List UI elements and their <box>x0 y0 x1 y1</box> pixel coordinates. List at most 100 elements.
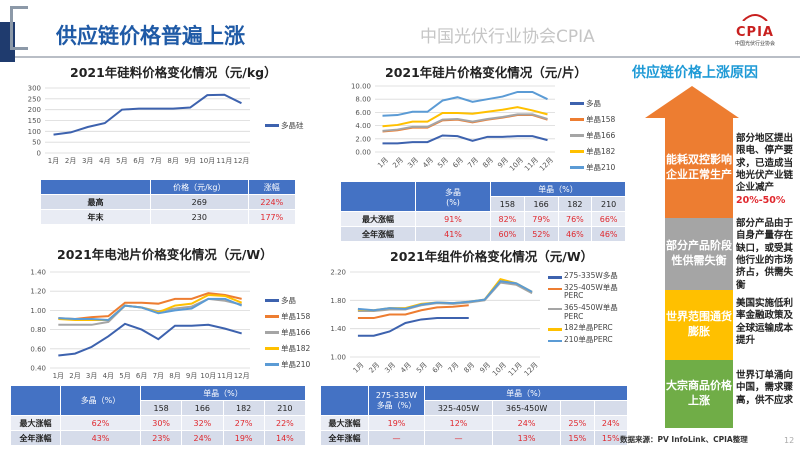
legend-label: 182单晶PERC <box>564 323 613 333</box>
x-tick-label: 6月 <box>136 372 147 380</box>
page-title: 供应链价格普遍上涨 <box>56 24 245 48</box>
reason-desc: 世界订单涌向中国，需求骤高，供不应求 <box>736 370 794 406</box>
legend-item: 单晶210 <box>570 162 615 173</box>
header-divider <box>15 56 800 58</box>
reasons-title: 供应链价格上涨原因 <box>632 65 758 81</box>
legend-swatch <box>265 299 279 302</box>
legend-label: 单晶210 <box>586 163 616 172</box>
x-tick-label: 8月 <box>481 156 495 170</box>
x-tick-label: 9月 <box>184 157 195 165</box>
x-tick-label: 12月 <box>233 157 249 165</box>
series-line <box>382 113 548 132</box>
legend-item: 单晶210 <box>265 359 310 370</box>
x-tick-label: 9月 <box>478 361 492 375</box>
y-tick-label: 10.00 <box>351 83 371 91</box>
data-source: 数据来源：PV InfoLink、CPIA整理 <box>620 435 748 444</box>
reason-inflation: 世界范围通货膨胀 <box>665 290 733 360</box>
x-tick-label: 10月 <box>491 361 508 378</box>
table-row: 最大涨幅 62% 30% 32% 27% 22% <box>10 415 307 431</box>
series-line <box>58 292 242 321</box>
legend-label: 单晶210 <box>281 360 311 369</box>
legend-item: 365-450W单晶PERC <box>548 302 630 321</box>
arrow-head-icon <box>645 86 739 118</box>
x-tick-label: 1月 <box>352 361 366 375</box>
y-tick-label: 0.60 <box>30 345 46 353</box>
legend-item: 单晶158 <box>265 311 310 322</box>
module-table: 275-335W 多晶（%） 单晶（%） 325-405W 365-450W 最大涨幅… <box>320 385 629 446</box>
logo-subtext: 中国光伏行业协会 <box>734 41 775 47</box>
chart-title-cell: 2021年电池片价格变化情况（元/W） <box>57 247 273 262</box>
x-tick-label: 5月 <box>415 361 429 375</box>
legend-item: 多晶硅 <box>265 120 304 131</box>
series-line <box>357 317 469 337</box>
y-tick-label: 4.00 <box>355 122 371 130</box>
legend-swatch <box>570 102 584 105</box>
x-tick-label: 5月 <box>436 156 450 170</box>
wafer-legend: 多晶单晶158 单晶166 单晶182 单晶210 <box>570 98 615 178</box>
legend-item: 275-335W多晶 <box>548 271 630 281</box>
header-frame <box>10 6 28 50</box>
x-tick-label: 6月 <box>133 157 144 165</box>
y-tick-label: 6.00 <box>355 109 371 117</box>
reason-desc: 部分产品由于自身产量存在缺口，或受其他行业的市场挤占，供需失衡 <box>736 218 794 291</box>
y-tick-label: 100 <box>28 128 41 136</box>
legend-label: 多晶 <box>586 99 601 108</box>
x-tick-label: 4月 <box>103 372 114 380</box>
legend-swatch <box>265 347 279 350</box>
col-header: 单晶（%） <box>140 385 306 401</box>
col-header: 单晶（%） <box>490 181 626 197</box>
legend-item: 210单晶PERC <box>548 335 630 345</box>
x-tick-label: 7月 <box>153 372 164 380</box>
x-tick-label: 4月 <box>421 156 435 170</box>
col-header: 单晶（%） <box>424 385 628 401</box>
x-tick-label: 3月 <box>383 361 397 375</box>
legend-label: 单晶158 <box>586 115 616 124</box>
logo-sun-icon <box>742 14 768 22</box>
legend-swatch <box>548 287 562 291</box>
x-tick-label: 1月 <box>376 156 390 170</box>
x-tick-label: 2月 <box>69 372 80 380</box>
cpia-logo: CPIA 中国光伏行业协会 <box>720 6 790 47</box>
x-tick-label: 5月 <box>119 372 130 380</box>
chart-title-module: 2021年组件价格变化情况（元/W） <box>390 249 594 264</box>
x-tick-label: 7月 <box>150 157 161 165</box>
polysilicon-table: 价格（元/kg） 涨幅 最高 269 224% 年末 230 177% <box>40 179 297 225</box>
x-tick-label: 3月 <box>406 156 420 170</box>
x-tick-label: 11月 <box>523 156 540 173</box>
y-tick-label: 0.80 <box>30 326 46 334</box>
x-tick-label: 5月 <box>116 157 127 165</box>
x-tick-label: 8月 <box>167 157 178 165</box>
y-tick-label: 0.40 <box>30 365 46 373</box>
y-tick-label: 1.00 <box>330 354 346 362</box>
x-tick-label: 11月 <box>507 361 524 378</box>
logo-text: CPIA <box>736 25 774 40</box>
y-tick-label: 300 <box>28 85 41 93</box>
y-tick-label: 250 <box>28 95 41 103</box>
table-row: 全年涨幅 43% 23% 24% 19% 14% <box>10 430 307 446</box>
x-tick-label: 8月 <box>463 361 477 375</box>
legend-swatch <box>548 307 562 311</box>
legend-label: 365-450W单晶PERC <box>564 302 618 321</box>
y-tick-label: 2.20 <box>330 269 346 277</box>
legend-item: 325-405W单晶PERC <box>548 283 630 301</box>
x-tick-label: 3月 <box>82 157 93 165</box>
x-tick-label: 4月 <box>399 361 413 375</box>
col-header: 多晶（%） <box>60 385 141 416</box>
chart-title-wafer: 2021年硅片价格变化情况（元/片） <box>385 65 587 80</box>
col-header: 价格（元/kg） <box>150 179 249 195</box>
page-number: 12 <box>784 436 795 445</box>
x-tick-label: 7月 <box>466 156 480 170</box>
legend-item: 单晶182 <box>265 343 310 354</box>
x-tick-label: 3月 <box>86 372 97 380</box>
series-line <box>382 90 548 117</box>
legend-label: 单晶166 <box>586 131 616 140</box>
legend-label: 多晶 <box>281 296 296 305</box>
x-tick-label: 11月 <box>216 157 232 165</box>
module-legend: 275-335W多晶 325-405W单晶PERC 365-450W单晶PERC 18… <box>548 271 630 347</box>
legend-item: 单晶166 <box>570 130 615 141</box>
series-line <box>58 322 242 357</box>
reason-commodity: 大宗商品价格上涨 <box>665 360 733 428</box>
legend-item: 单晶182 <box>570 146 615 157</box>
reason-supply: 部分产品阶段性供需失衡 <box>665 218 733 290</box>
